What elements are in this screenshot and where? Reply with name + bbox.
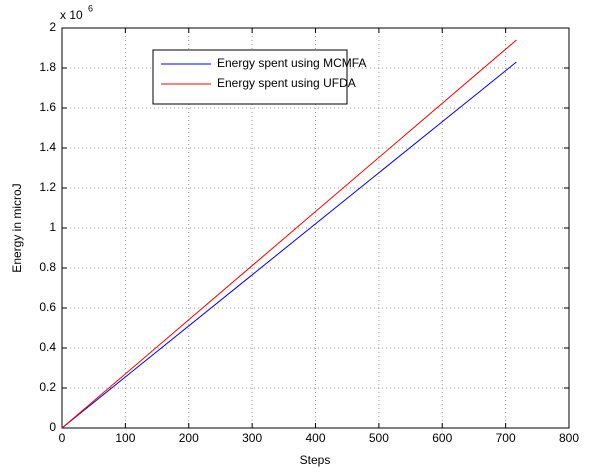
legend-label: Energy spent using UFDA <box>217 76 356 90</box>
y-tick-label: 1.6 <box>39 100 56 114</box>
x-tick-label: 800 <box>559 431 579 445</box>
y-axis-label: Energy in microJ <box>10 183 24 272</box>
y-tick-label: 1.2 <box>39 180 56 194</box>
y-tick-label: 0 <box>49 420 56 434</box>
y-tick-label: 1 <box>49 220 56 234</box>
x-tick-label: 500 <box>369 431 389 445</box>
plot-frame <box>61 27 570 429</box>
legend: Energy spent using MCMFA Energy spent usi… <box>152 49 366 105</box>
x-tick-label: 700 <box>496 431 516 445</box>
y-tick-label: 0.2 <box>39 380 56 394</box>
legend-label: Energy spent using MCMFA <box>217 56 366 70</box>
y-tick-label: 0.8 <box>39 260 56 274</box>
x-tick-label: 0 <box>59 431 66 445</box>
series-line <box>61 39 517 429</box>
x-tick-label: 400 <box>305 431 325 445</box>
y-tick-label: 2 <box>49 20 56 34</box>
y-tick-label: 1.8 <box>39 60 56 74</box>
series-line <box>61 61 517 429</box>
y-tick-label: 0.6 <box>39 300 56 314</box>
y-tick-label: 0.4 <box>39 340 56 354</box>
legend-box <box>152 49 348 105</box>
y-tick-label: 1.4 <box>39 140 56 154</box>
x-tick-label: 300 <box>242 431 262 445</box>
y-scale-base: x 10 <box>60 8 83 22</box>
x-tick-label: 600 <box>432 431 452 445</box>
x-axis-label: Steps <box>300 453 331 467</box>
x-tick-label: 100 <box>115 431 135 445</box>
y-scale-exponent: 6 <box>88 3 93 13</box>
x-tick-label: 200 <box>179 431 199 445</box>
